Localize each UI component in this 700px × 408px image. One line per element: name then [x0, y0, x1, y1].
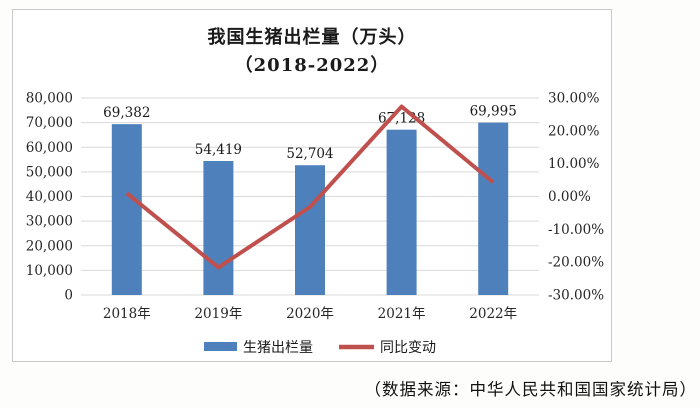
y-axis-right-tick-label: 10.00%	[548, 156, 600, 172]
legend-label: 同比变动	[380, 340, 436, 356]
y-axis-left-tick-label: 60,000	[26, 140, 73, 156]
x-axis-label: 2018年	[103, 306, 151, 322]
x-axis-label: 2022年	[469, 306, 517, 322]
chart-plot: 0 10,000 20,000 30,000 40,000 50,000 60,000 70,…	[26, 91, 604, 357]
bar	[203, 160, 234, 295]
bar	[295, 165, 325, 295]
y-axis-left-tick-label: 0	[64, 288, 73, 304]
y-axis-right-tick-label: 30.00%	[548, 91, 600, 107]
x-axis-label: 2020年	[286, 306, 334, 322]
y-axis-left-tick-label: 50,000	[26, 164, 73, 180]
x-axis-label: 2021年	[378, 306, 426, 322]
y-axis-right-tick-label: 20.00%	[548, 123, 600, 139]
chart-figure: 0 10,000 20,000 30,000 40,000 50,000 60,000 70,…	[12, 9, 612, 362]
y-axis-left-tick-label: 10,000	[26, 263, 73, 279]
y-axis-left-tick-label: 20,000	[26, 238, 73, 254]
x-axis-label: 2019年	[194, 306, 242, 322]
bar	[386, 129, 417, 295]
chart-title-block: 我国生猪出栏量（万头） （2018-2022）	[13, 24, 611, 80]
y-axis-right-tick-label: 0.00%	[548, 189, 591, 205]
bar	[111, 124, 142, 296]
legend-swatch-bar	[204, 342, 237, 351]
y-axis-right-tick-label: -10.00%	[548, 222, 604, 238]
y-axis-left-tick-label: 70,000	[26, 115, 73, 131]
data-source-note: （数据来源：中华人民共和国国家统计局）	[364, 380, 697, 399]
bar-value-label: 54,419	[195, 142, 242, 158]
bar-value-label: 69,382	[103, 105, 150, 121]
trend-line	[125, 104, 495, 270]
legend-label: 生猪出栏量	[243, 340, 313, 356]
y-axis-left-tick-label: 30,000	[26, 214, 73, 230]
y-axis-left-tick-label: 40,000	[26, 189, 73, 205]
y-axis-right-tick-label: -30.00%	[548, 288, 604, 304]
y-axis-right-tick-label: -20.00%	[548, 255, 604, 271]
bar-value-label: 52,704	[286, 146, 333, 162]
chart-subtitle: （2018-2022）	[234, 55, 390, 76]
y-axis-left-tick-label: 80,000	[26, 91, 73, 107]
bar	[478, 122, 509, 295]
bar-value-label: 69,995	[470, 104, 517, 120]
chart-title: 我国生猪出栏量（万头）	[207, 27, 417, 48]
